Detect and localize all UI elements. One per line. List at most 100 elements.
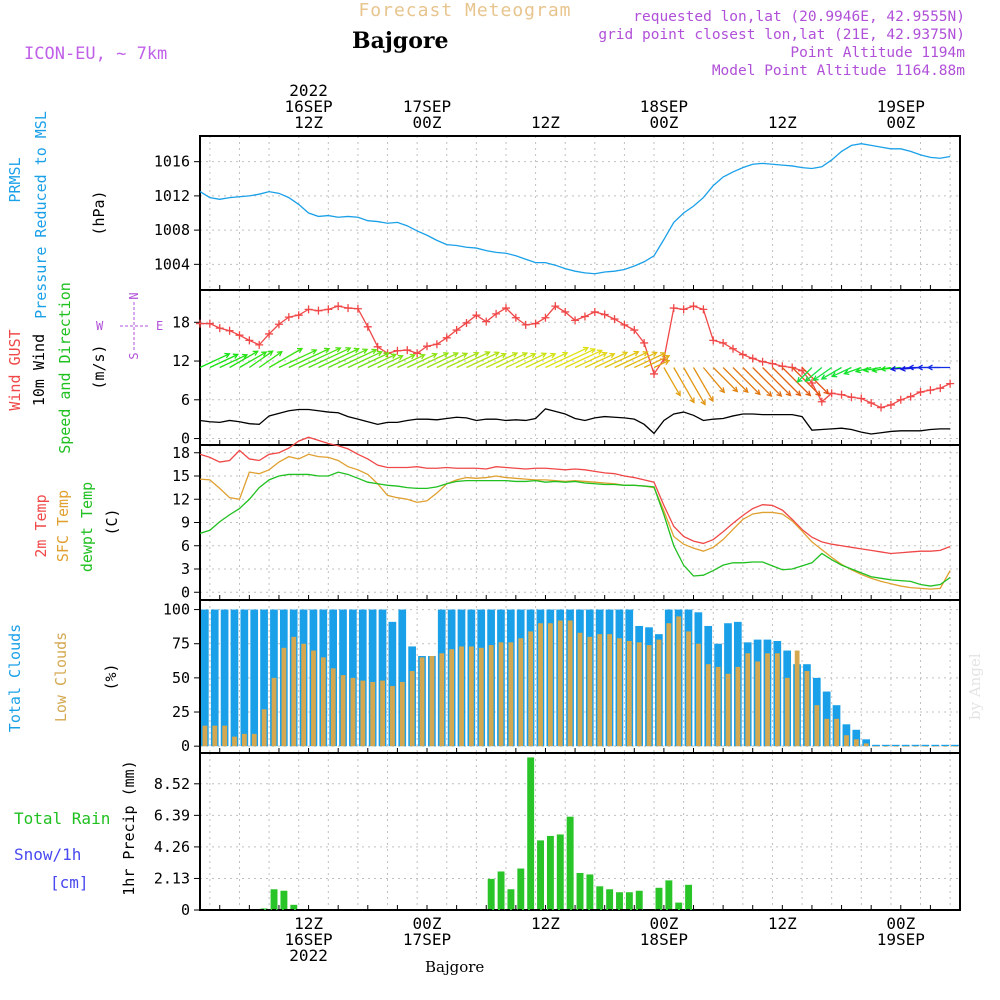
prmsl-label: PRMSL xyxy=(6,157,24,202)
wind-arrow-head xyxy=(390,353,397,359)
low-cloud-bar xyxy=(498,642,504,747)
wind-arrow-head xyxy=(812,375,819,381)
wind-arrow-head xyxy=(854,367,862,374)
bottom-time-label-0-0: 12Z xyxy=(294,914,323,933)
y-tick-label: 1016 xyxy=(154,153,190,171)
wind-arrow-head xyxy=(376,350,383,357)
low-cloud-bar xyxy=(893,746,899,747)
wind-arrow xyxy=(426,352,459,369)
wind-arrow xyxy=(416,352,449,369)
wind-arrow xyxy=(268,347,303,369)
wind-arrow xyxy=(495,352,528,369)
wind-arrow-head xyxy=(232,353,240,359)
wind-arrow xyxy=(663,367,681,396)
low-cloud-bar xyxy=(923,746,928,747)
y-tick-label: 18 xyxy=(172,444,190,462)
wind-arrow-head xyxy=(651,351,658,357)
wind-arrow xyxy=(436,352,468,369)
low-cloud-bar xyxy=(646,645,652,747)
wind-arrow xyxy=(762,367,792,396)
low-cloud-bar xyxy=(261,709,267,747)
wind-arrow-head xyxy=(907,364,914,371)
top-time-label-1-0: 17SEP xyxy=(403,97,451,116)
wind-arrow xyxy=(515,352,547,369)
gust-marker xyxy=(877,403,886,412)
gust-marker xyxy=(472,311,481,320)
sfc-temp-label: SFC Temp xyxy=(54,490,72,562)
low-cloud-bar xyxy=(399,681,405,747)
low-cloud-bar xyxy=(794,650,800,747)
wind-arrow-head xyxy=(754,389,761,396)
low-cloud-bar xyxy=(587,636,593,747)
low-cloud-bar xyxy=(478,647,484,747)
gust-marker xyxy=(837,390,846,399)
rain-bar xyxy=(280,890,288,910)
gust-marker xyxy=(541,313,550,322)
low-cloud-bar xyxy=(429,656,435,747)
wind-arrow xyxy=(594,351,628,369)
wind-arrow-head xyxy=(335,347,342,353)
temp-unit: (C) xyxy=(103,508,121,535)
total-cloud-bar xyxy=(951,744,959,747)
low-cloud-bar xyxy=(715,666,721,747)
bottom-time-label-3-1: 18SEP xyxy=(640,930,688,949)
total-cloud-bar xyxy=(240,609,249,747)
y-tick-label: 2.13 xyxy=(154,869,190,887)
wind-arrow-head xyxy=(452,352,460,358)
low-cloud-bar xyxy=(547,623,553,747)
low-cloud-bar xyxy=(626,640,632,747)
wind-arrow xyxy=(209,353,239,369)
rain-bar xyxy=(675,902,683,910)
rain-bar xyxy=(576,872,584,910)
wind10m-line xyxy=(199,408,951,435)
low-cloud-bar xyxy=(449,649,455,747)
low-cloud-bar xyxy=(913,746,918,747)
wind-arrow xyxy=(653,359,670,369)
wind-arrow xyxy=(855,366,872,373)
y-tick-label: 12 xyxy=(172,352,190,370)
gust-marker xyxy=(215,324,224,333)
wind-arrow-head xyxy=(261,351,268,357)
wind-arrow xyxy=(229,350,258,369)
wind-arrow-head xyxy=(719,387,726,394)
wind-arrow xyxy=(801,367,829,395)
low-cloud-bar xyxy=(952,746,958,747)
wind-arrow-head xyxy=(582,346,590,353)
gust-marker xyxy=(235,331,244,340)
low-cloud-bar xyxy=(804,671,810,747)
bottom-time-label-5-0: 00Z xyxy=(886,914,915,933)
wind-arrow-head xyxy=(601,351,608,358)
low-cloud-bar xyxy=(291,636,297,747)
y-tick-label: 75 xyxy=(172,635,190,653)
y-tick-label: 1004 xyxy=(154,255,190,273)
rain-bar xyxy=(537,840,544,910)
total-cloud-bar xyxy=(388,621,397,747)
wind-arrow xyxy=(535,352,568,369)
gust-marker xyxy=(936,384,945,393)
wind-arrow-head xyxy=(642,351,649,357)
gust-marker xyxy=(916,388,925,397)
low-cloud-bar xyxy=(557,620,563,747)
wind-arrow xyxy=(525,353,556,369)
gust-marker xyxy=(462,318,471,327)
gust-marker xyxy=(521,320,530,329)
gust-marker xyxy=(344,304,353,313)
top-time-label-5-0: 19SEP xyxy=(877,97,925,116)
model-name: ICON-EU, ~ 7km xyxy=(24,44,168,64)
total-cloud-bar xyxy=(201,609,209,747)
wind-arrow xyxy=(505,353,536,369)
total-cloud-bar xyxy=(921,744,930,747)
gust-marker xyxy=(413,349,422,358)
total-cloud-bar xyxy=(882,744,890,747)
footer-location: Bajgore xyxy=(425,958,485,976)
rain-bar xyxy=(270,889,278,910)
dewpt-line xyxy=(199,471,951,587)
total-cloud-bar xyxy=(260,609,268,747)
low-cloud-bar xyxy=(775,653,780,747)
wind-arrow xyxy=(722,367,749,393)
wind-arrow-head xyxy=(419,353,426,360)
top-time-label-0-2: 12Z xyxy=(294,113,323,132)
gust-marker xyxy=(442,333,451,342)
gust-marker xyxy=(531,319,540,328)
gust-marker xyxy=(501,304,510,313)
